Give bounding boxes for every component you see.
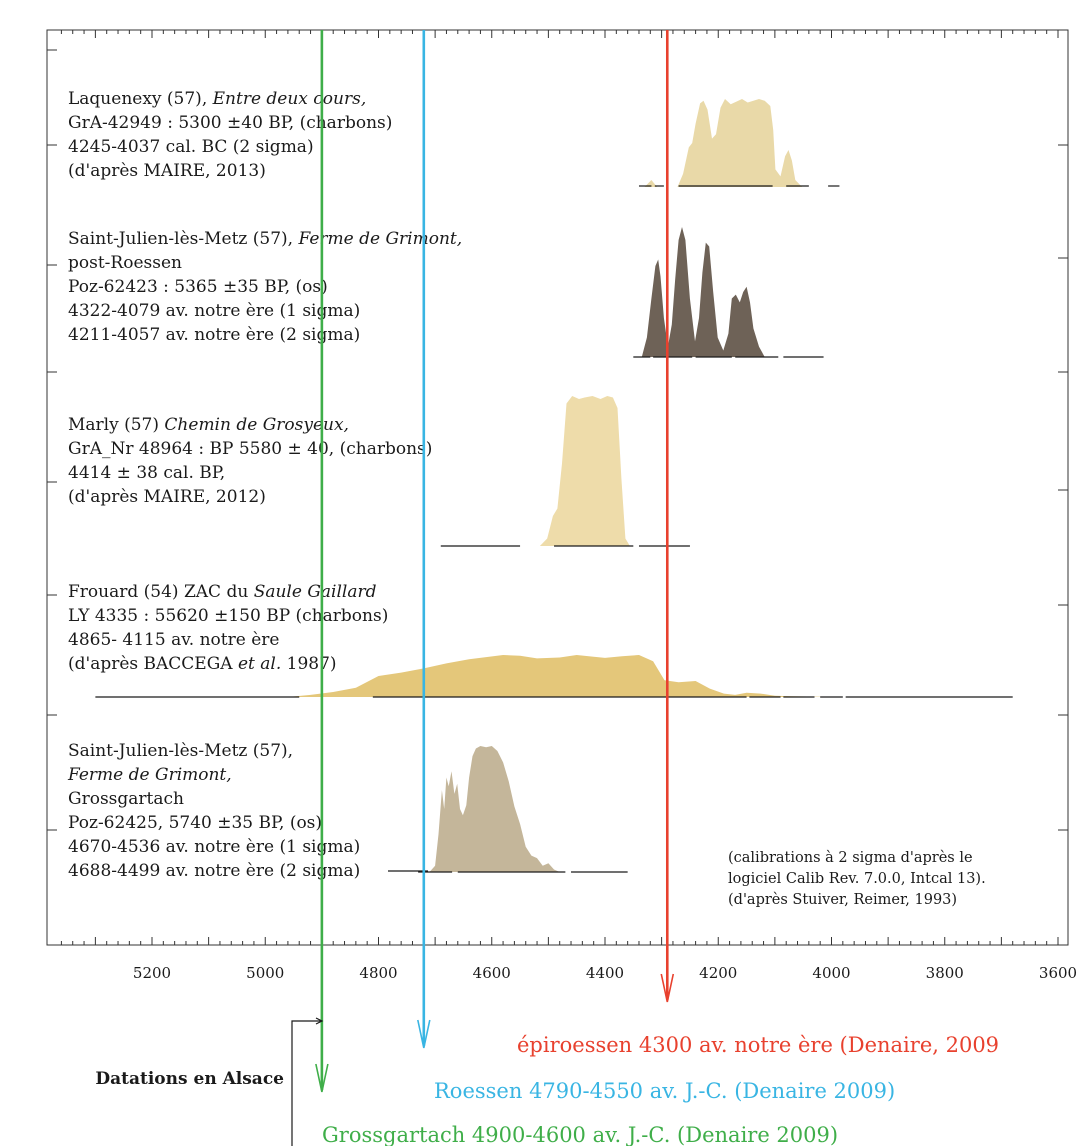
sample-label-line: Poz-62423 : 5365 ±35 BP, (os) [68, 277, 328, 297]
reference-arrowhead [315, 1063, 329, 1093]
reference-arrowhead [417, 1019, 431, 1049]
probability-area-5 [429, 746, 560, 872]
x-tick-label: 4000 [812, 964, 850, 982]
reference-lines: Grossgartach 4900-4600 av. J.-C. (Denair… [95, 30, 999, 1146]
sample-label-line: (d'après BACCEGA et al. 1987) [68, 654, 337, 674]
frame-border [46, 29, 1069, 946]
range-bars [95, 185, 1013, 873]
sample-label-line: Saint-Julien-lès-Metz (57), Ferme de Gri… [68, 229, 462, 249]
sample-label-line: Marly (57) Chemin de Grosyeux, [68, 415, 349, 435]
sample-label-line: Poz-62425, 5740 ±35 BP, (os) [68, 813, 322, 833]
sample-label-line: Ferme de Grimont, [67, 765, 232, 785]
alsace-bracket-arrow [315, 1017, 324, 1025]
x-tick-label: 4800 [359, 964, 397, 982]
sample-label-line: (d'après MAIRE, 2012) [68, 487, 266, 507]
reference-label-3: épiroessen 4300 av. notre ère (Denaire, … [517, 1033, 999, 1057]
x-tick-label: 3800 [926, 964, 964, 982]
probability-area-2 [641, 227, 765, 357]
calibration-note-line: (calibrations à 2 sigma d'après le [728, 849, 973, 866]
sample-label-line: 4211-4057 av. notre ère (2 sigma) [68, 325, 360, 345]
calibration-note: (calibrations à 2 sigma d'après le logici… [728, 849, 986, 908]
sample-label-line: (d'après MAIRE, 2013) [68, 161, 266, 181]
x-tick-label: 3600 [1039, 964, 1077, 982]
sample-label-line: 4245-4037 cal. BC (2 sigma) [68, 137, 314, 157]
sample-label-line: Laquenexy (57), Entre deux cours, [68, 89, 366, 109]
sample-label-line: Grossgartach [68, 789, 184, 809]
x-axis: 5200 5000 4800 4600 4400 4200 4000 3800 3600 [133, 964, 1077, 982]
x-tick-label: 4400 [586, 964, 624, 982]
probability-area-1 [644, 99, 803, 187]
sample-label-line: Frouard (54) ZAC du Saule Gaillard [68, 582, 377, 602]
sample-label-line: Saint-Julien-lès-Metz (57), [68, 741, 293, 761]
alsace-bracket [291, 1020, 322, 1146]
x-tick-label: 4600 [473, 964, 511, 982]
sample-label-line: 4670-4536 av. notre ère (1 sigma) [68, 837, 360, 857]
sample-label-line: post-Roessen [68, 253, 182, 273]
sample-label-line: 4322-4079 av. notre ère (1 sigma) [68, 301, 360, 321]
plot-frame [46, 29, 1069, 946]
reference-label-1: Grossgartach 4900-4600 av. J.-C. (Denair… [322, 1123, 838, 1146]
x-tick-label: 4200 [699, 964, 737, 982]
probability-area-3 [539, 396, 630, 546]
sample-label-line: 4414 ± 38 cal. BP, [68, 463, 225, 483]
sample-labels: Laquenexy (57), Entre deux cours, GrA-429… [67, 89, 462, 881]
calibration-note-line: logiciel Calib Rev. 7.0.0, Intcal 13). [728, 871, 986, 887]
calibration-note-line: (d'après Stuiver, Reimer, 1993) [728, 892, 957, 908]
sample-label-line: 4688-4499 av. notre ère (2 sigma) [68, 861, 360, 881]
sample-label-line: LY 4335 : 55620 ±150 BP (charbons) [68, 606, 388, 626]
reference-arrowhead [660, 973, 675, 1003]
x-tick-label: 5000 [246, 964, 284, 982]
sample-label-line: GrA_Nr 48964 : BP 5580 ± 40, (charbons) [68, 439, 432, 459]
sample-label-line: GrA-42949 : 5300 ±40 BP, (charbons) [68, 113, 392, 133]
probability-area-4 [287, 655, 838, 697]
sample-label-line: 4865- 4115 av. notre ère [68, 630, 279, 650]
x-tick-label: 5200 [133, 964, 171, 982]
probability-areas [287, 99, 838, 872]
alsace-label: Datations en Alsace [95, 1069, 284, 1089]
reference-label-2: Roessen 4790-4550 av. J.-C. (Denaire 200… [434, 1079, 895, 1103]
